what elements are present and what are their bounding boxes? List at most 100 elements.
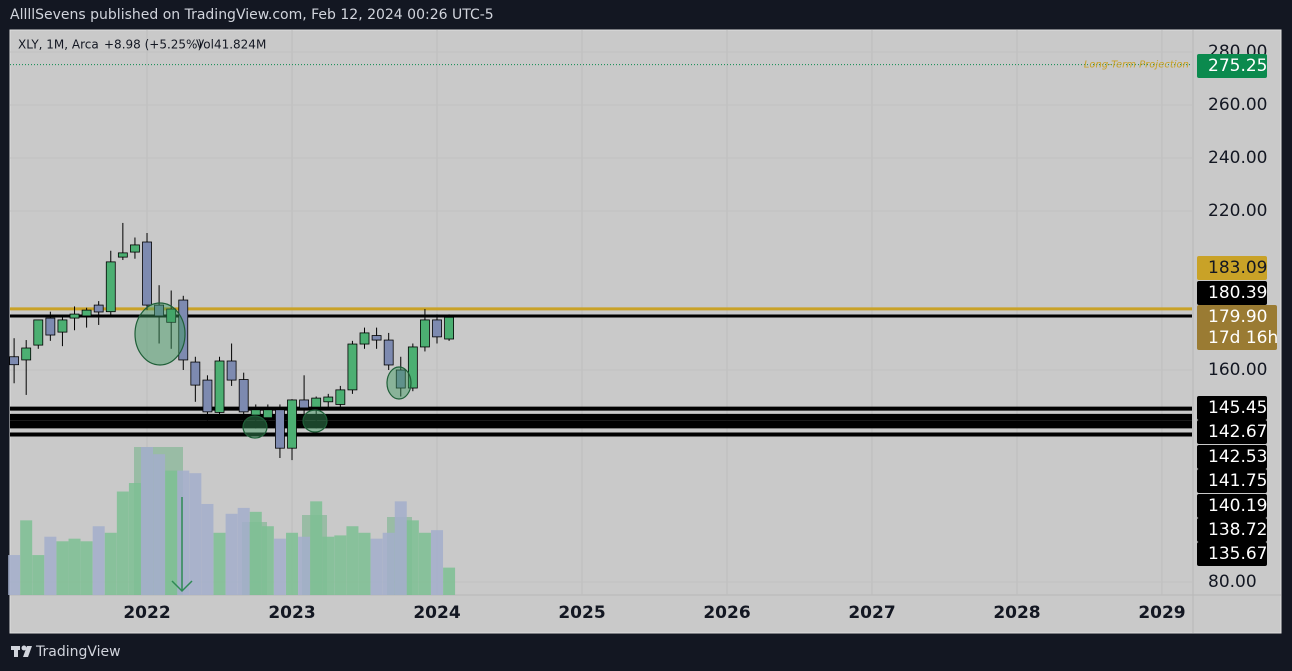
- candle-body: [335, 389, 346, 405]
- price-label-bg: [1197, 445, 1267, 469]
- y-tick-label: 260.00: [1208, 95, 1267, 115]
- volume-bar: [406, 520, 419, 595]
- candle-body: [69, 313, 80, 319]
- annotation-ellipse: [242, 415, 268, 439]
- x-tick-label: 2026: [703, 603, 750, 623]
- price-label: 138.72: [1208, 520, 1267, 540]
- volume-bar: [8, 555, 21, 595]
- candle-body: [105, 261, 116, 313]
- y-tick-label: 160.00: [1208, 360, 1267, 380]
- volume-bar: [153, 454, 166, 595]
- volume-bar: [249, 511, 262, 595]
- volume-bar: [116, 491, 129, 595]
- price-label: 180.39: [1208, 283, 1267, 303]
- volume-bar: [56, 541, 69, 595]
- price-label: 179.90: [1208, 307, 1267, 327]
- volume-bar: [370, 538, 383, 595]
- price-label-bg: [1197, 469, 1267, 493]
- annotation-ellipse: [302, 409, 328, 433]
- price-label: 142.53: [1208, 447, 1267, 467]
- x-tick-label: 2025: [558, 603, 605, 623]
- price-label-bg: [1197, 256, 1267, 280]
- price-label: 135.67: [1208, 544, 1267, 564]
- y-tick-label: 80.00: [1208, 572, 1257, 592]
- candle-body: [299, 399, 309, 409]
- volume-bar: [80, 541, 93, 595]
- volume-bar: [273, 538, 286, 595]
- price-label: 141.75: [1208, 471, 1267, 491]
- candle-body: [262, 409, 273, 419]
- volume-bar: [104, 532, 117, 595]
- volume-bar: [213, 532, 226, 595]
- annotation-ellipse: [386, 366, 412, 400]
- price-label-bg: [1197, 305, 1277, 350]
- brand: TradingView: [35, 644, 121, 660]
- volume-bar: [189, 473, 202, 595]
- volume-bar: [32, 555, 45, 595]
- volume-bar: [92, 526, 105, 595]
- legend-symbol: XLY, 1M, Arca: [18, 38, 99, 52]
- volume-bar: [358, 532, 371, 595]
- price-label: 275.25: [1208, 56, 1267, 76]
- price-label-bg: [1197, 518, 1267, 542]
- candle-body: [420, 319, 430, 348]
- candle-body: [238, 379, 249, 413]
- y-tick-label: 220.00: [1208, 201, 1267, 221]
- plot: Long-Term Projection: [8, 30, 1192, 595]
- volume-bar: [443, 567, 456, 595]
- candle-body: [323, 396, 334, 403]
- volume-bar: [346, 526, 359, 595]
- price-label: 142.67: [1208, 422, 1267, 442]
- y-tick-label: 240.00: [1208, 148, 1267, 168]
- x-tick-label: 2023: [268, 603, 315, 623]
- candle-body: [287, 399, 297, 449]
- candle-body: [250, 409, 261, 416]
- volume-bar: [382, 532, 395, 595]
- volume-bar: [286, 532, 299, 595]
- candle-body: [311, 397, 322, 408]
- candle-body: [359, 332, 370, 345]
- price-label-bg: [1197, 542, 1267, 566]
- volume-bar: [225, 513, 238, 595]
- candle-body: [93, 304, 104, 313]
- candle-body: [371, 335, 382, 341]
- brand-logo: [11, 645, 32, 657]
- candle-body: [178, 299, 189, 361]
- legend-change: +8.98 (+5.25%): [104, 38, 202, 52]
- price-label-bg: [1197, 281, 1267, 305]
- candle-body: [383, 339, 394, 366]
- volume-bar: [322, 536, 335, 595]
- candle-body: [226, 360, 237, 381]
- candle-body: [432, 319, 442, 338]
- x-tick-label: 2028: [993, 603, 1040, 623]
- publish-info: AllllSevens published on TradingView.com…: [10, 7, 494, 23]
- candle-body: [21, 347, 32, 361]
- volume-bar: [394, 501, 407, 595]
- volume-bar: [334, 535, 347, 595]
- candle-body: [275, 409, 285, 449]
- volume-bar: [237, 507, 250, 595]
- candle-body: [347, 343, 358, 391]
- annotation-ellipse: [134, 302, 186, 366]
- volume-bar: [44, 536, 57, 595]
- volume-bar: [177, 470, 190, 595]
- candle-body: [190, 361, 201, 386]
- candle-body: [154, 304, 164, 317]
- candle-body: [130, 244, 140, 253]
- price-label: 140.19: [1208, 496, 1267, 516]
- countdown: 17d 16h: [1208, 328, 1278, 348]
- price-label: 183.09: [1208, 258, 1267, 278]
- volume-bar: [165, 470, 178, 595]
- legend-volume: Vol41.824M: [196, 38, 266, 52]
- candle-body: [202, 379, 213, 413]
- volume-bar: [261, 526, 274, 595]
- x-tick-label: 2024: [413, 603, 460, 623]
- volume-bar: [68, 538, 81, 595]
- volume-bar: [418, 532, 431, 595]
- price-label: 145.45: [1208, 398, 1267, 418]
- candle-body: [117, 252, 128, 258]
- volume-bar: [298, 536, 311, 595]
- volume-bar: [20, 520, 33, 595]
- volume-bar: [201, 503, 214, 595]
